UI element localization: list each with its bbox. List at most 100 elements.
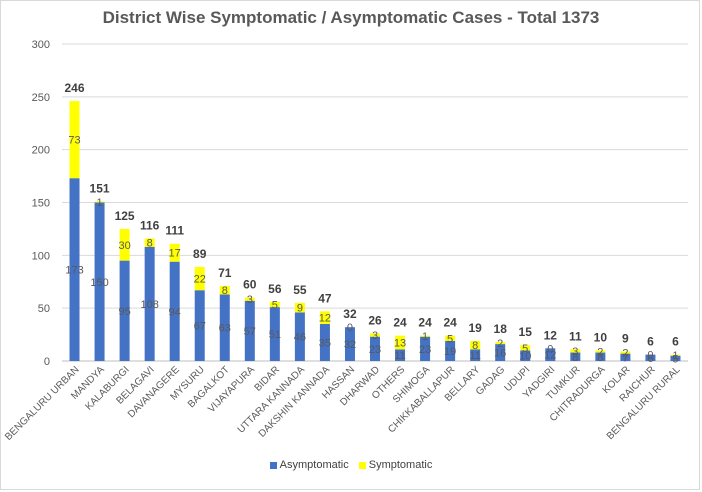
bar-symptomatic bbox=[495, 341, 506, 345]
data-label-asymptomatic: 173 bbox=[65, 265, 83, 277]
bar-asymptomatic bbox=[244, 300, 255, 361]
legend: Asymptomatic Symptomatic bbox=[0, 459, 702, 471]
data-label-symptomatic: 8 bbox=[147, 238, 153, 250]
data-label-total: 12 bbox=[544, 328, 558, 342]
bar-symptomatic bbox=[470, 340, 481, 350]
bar-symptomatic bbox=[194, 266, 205, 291]
bar-asymptomatic bbox=[595, 352, 606, 361]
bar-asymptomatic bbox=[645, 354, 656, 361]
data-label-asymptomatic: 46 bbox=[294, 332, 306, 344]
data-label-total: 60 bbox=[243, 278, 257, 292]
bar-asymptomatic bbox=[194, 290, 205, 361]
bar-symptomatic bbox=[445, 335, 456, 341]
bar-asymptomatic bbox=[395, 349, 406, 361]
bar-asymptomatic bbox=[119, 260, 130, 361]
data-label-asymptomatic: 32 bbox=[344, 339, 356, 351]
data-label-asymptomatic: 11 bbox=[469, 350, 480, 362]
y-tick-label: 250 bbox=[32, 92, 50, 104]
bar-symptomatic bbox=[244, 297, 255, 301]
legend-label-symptomatic: Symptomatic bbox=[368, 459, 433, 471]
data-label-asymptomatic: 5 bbox=[672, 353, 678, 365]
bar-asymptomatic bbox=[520, 350, 531, 361]
bar-symptomatic bbox=[670, 354, 681, 356]
bar-symptomatic bbox=[370, 333, 380, 337]
data-label-symptomatic: 0 bbox=[547, 343, 553, 355]
data-label-asymptomatic: 16 bbox=[494, 348, 506, 360]
data-label-symptomatic: 9 bbox=[297, 303, 303, 315]
bar-symptomatic bbox=[119, 228, 130, 261]
data-label-total: 71 bbox=[218, 266, 232, 280]
data-label-total: 15 bbox=[519, 325, 533, 339]
bar-asymptomatic bbox=[495, 344, 506, 361]
bar-asymptomatic bbox=[620, 353, 631, 361]
data-label-asymptomatic: 23 bbox=[369, 344, 381, 356]
data-label-total: 111 bbox=[165, 224, 184, 238]
data-label-symptomatic: 13 bbox=[394, 338, 406, 350]
data-label-symptomatic: 1 bbox=[672, 350, 678, 362]
data-label-asymptomatic: 10 bbox=[519, 351, 531, 363]
data-label-asymptomatic: 12 bbox=[544, 350, 556, 362]
y-tick-label: 50 bbox=[38, 303, 50, 315]
data-label-total: 10 bbox=[594, 330, 608, 344]
data-label-symptomatic: 1 bbox=[422, 331, 428, 343]
bar-symptomatic bbox=[395, 335, 406, 350]
data-label-symptomatic: 12 bbox=[319, 313, 331, 325]
bar-asymptomatic bbox=[319, 324, 330, 361]
legend-item-symptomatic: Symptomatic bbox=[358, 459, 433, 471]
data-label-symptomatic: 8 bbox=[222, 285, 228, 297]
legend-swatch-asymptomatic bbox=[269, 461, 277, 469]
data-label-symptomatic: 3 bbox=[572, 346, 578, 358]
data-label-asymptomatic: 94 bbox=[169, 306, 181, 318]
data-label-asymptomatic: 11 bbox=[394, 350, 405, 362]
data-label-asymptomatic: 8 bbox=[597, 352, 603, 364]
bar-asymptomatic bbox=[144, 246, 155, 361]
data-label-total: 24 bbox=[443, 316, 457, 330]
bar-asymptomatic bbox=[445, 340, 456, 361]
bar-symptomatic bbox=[570, 349, 581, 353]
data-label-total: 6 bbox=[672, 335, 679, 349]
bar-asymptomatic bbox=[420, 336, 431, 361]
bar-asymptomatic bbox=[344, 327, 355, 361]
data-label-total: 24 bbox=[418, 316, 432, 330]
bar-symptomatic bbox=[595, 350, 606, 353]
data-label-asymptomatic: 7 bbox=[622, 352, 628, 364]
data-label-asymptomatic: 63 bbox=[219, 323, 231, 335]
data-label-total: 151 bbox=[90, 181, 110, 195]
y-tick-label: 300 bbox=[32, 39, 50, 51]
data-label-symptomatic: 2 bbox=[597, 346, 603, 358]
data-label-total: 55 bbox=[293, 283, 307, 297]
data-label-symptomatic: 73 bbox=[68, 135, 80, 147]
data-label-symptomatic: 5 bbox=[272, 299, 278, 311]
bar-symptomatic bbox=[94, 201, 105, 203]
bar-symptomatic bbox=[219, 285, 230, 295]
bar-asymptomatic bbox=[294, 312, 305, 361]
legend-item-asymptomatic: Asymptomatic bbox=[269, 459, 349, 471]
bar-symptomatic bbox=[294, 302, 305, 313]
data-label-symptomatic: 0 bbox=[647, 350, 653, 362]
bar-asymptomatic bbox=[670, 355, 681, 361]
y-tick-label: 100 bbox=[32, 250, 50, 262]
legend-swatch-symptomatic bbox=[358, 461, 366, 469]
data-label-symptomatic: 8 bbox=[472, 340, 478, 352]
y-tick-label: 150 bbox=[32, 198, 50, 210]
bar-symptomatic bbox=[69, 101, 80, 179]
x-tick-label: BENGALURU URBAN bbox=[3, 364, 82, 443]
bar-asymptomatic bbox=[269, 307, 280, 361]
data-label-total: 47 bbox=[318, 291, 332, 305]
data-label-asymptomatic: 23 bbox=[419, 344, 431, 356]
data-label-symptomatic: 1 bbox=[96, 197, 102, 209]
bar-symptomatic bbox=[520, 345, 531, 351]
chart-title: District Wise Symptomatic / Asymptomatic… bbox=[102, 8, 600, 27]
data-label-symptomatic: 3 bbox=[372, 330, 378, 342]
data-label-total: 125 bbox=[115, 209, 135, 223]
data-label-asymptomatic: 150 bbox=[90, 277, 108, 289]
data-label-total: 26 bbox=[368, 314, 382, 328]
data-label-asymptomatic: 35 bbox=[319, 338, 331, 350]
data-label-asymptomatic: 57 bbox=[244, 326, 256, 338]
data-label-total: 24 bbox=[393, 316, 407, 330]
data-label-symptomatic: 2 bbox=[497, 338, 503, 350]
data-label-symptomatic: 30 bbox=[118, 240, 130, 252]
y-tick-label: 200 bbox=[32, 145, 50, 157]
